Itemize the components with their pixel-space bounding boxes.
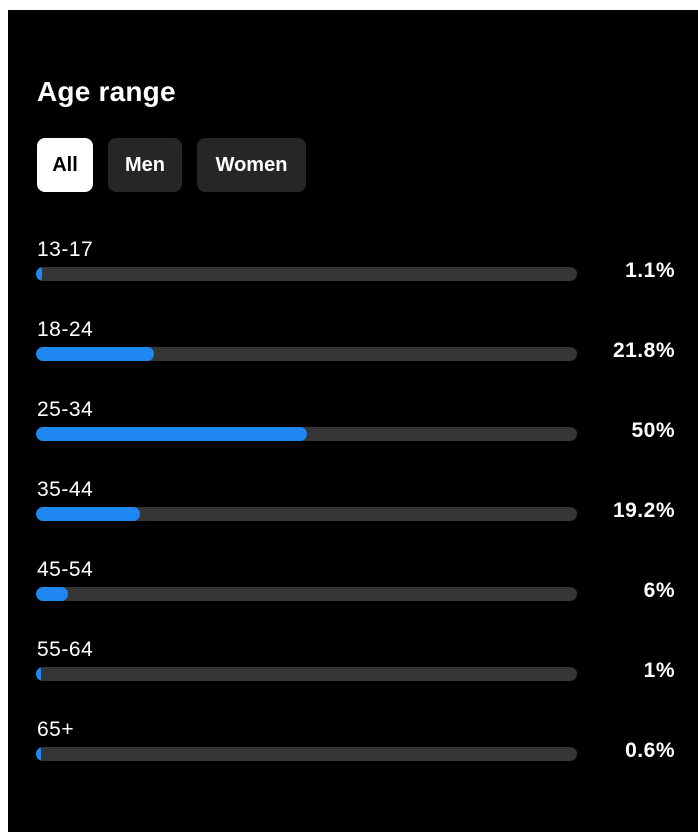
age-label: 13-17 — [37, 238, 94, 261]
bar-track — [36, 427, 577, 441]
tab-all[interactable]: All — [37, 138, 93, 192]
bar-fill — [36, 587, 69, 601]
age-label: 25-34 — [37, 398, 94, 421]
age-row-13-17: 13-17 1.1% — [8, 238, 698, 308]
bar-fill — [36, 507, 140, 521]
age-percent: 19.2% — [612, 499, 675, 522]
age-percent: 0.6% — [625, 739, 675, 762]
bar-fill — [36, 267, 42, 281]
gender-filter-tabs: All Men Women — [37, 138, 321, 192]
age-row-18-24: 18-24 21.8% — [8, 318, 698, 388]
age-percent: 6% — [643, 579, 675, 602]
bar-fill — [36, 347, 154, 361]
age-row-45-54: 45-54 6% — [8, 558, 698, 628]
bar-track — [36, 667, 577, 681]
age-row-65-plus: 65+ 0.6% — [8, 718, 698, 788]
bar-track — [36, 347, 577, 361]
bar-track — [36, 507, 577, 521]
section-title: Age range — [37, 76, 176, 107]
bar-track — [36, 587, 577, 601]
bar-fill — [36, 427, 307, 441]
age-percent: 21.8% — [612, 339, 675, 362]
tab-women[interactable]: Women — [197, 138, 306, 192]
bar-track — [36, 267, 577, 281]
age-row-55-64: 55-64 1% — [8, 638, 698, 708]
age-row-35-44: 35-44 19.2% — [8, 478, 698, 548]
age-label: 45-54 — [37, 558, 94, 581]
bar-fill — [36, 747, 41, 761]
age-percent: 1.1% — [625, 259, 675, 282]
age-label: 35-44 — [37, 478, 94, 501]
age-percent: 50% — [631, 419, 675, 442]
age-label: 18-24 — [37, 318, 94, 341]
bar-fill — [36, 667, 42, 681]
age-percent: 1% — [643, 659, 675, 682]
tab-men[interactable]: Men — [108, 138, 182, 192]
age-label: 55-64 — [37, 638, 94, 661]
age-label: 65+ — [37, 718, 75, 741]
bar-track — [36, 747, 577, 761]
age-row-25-34: 25-34 50% — [8, 398, 698, 468]
age-range-panel: Age range All Men Women 13-17 1.1% 18-24… — [8, 10, 698, 832]
